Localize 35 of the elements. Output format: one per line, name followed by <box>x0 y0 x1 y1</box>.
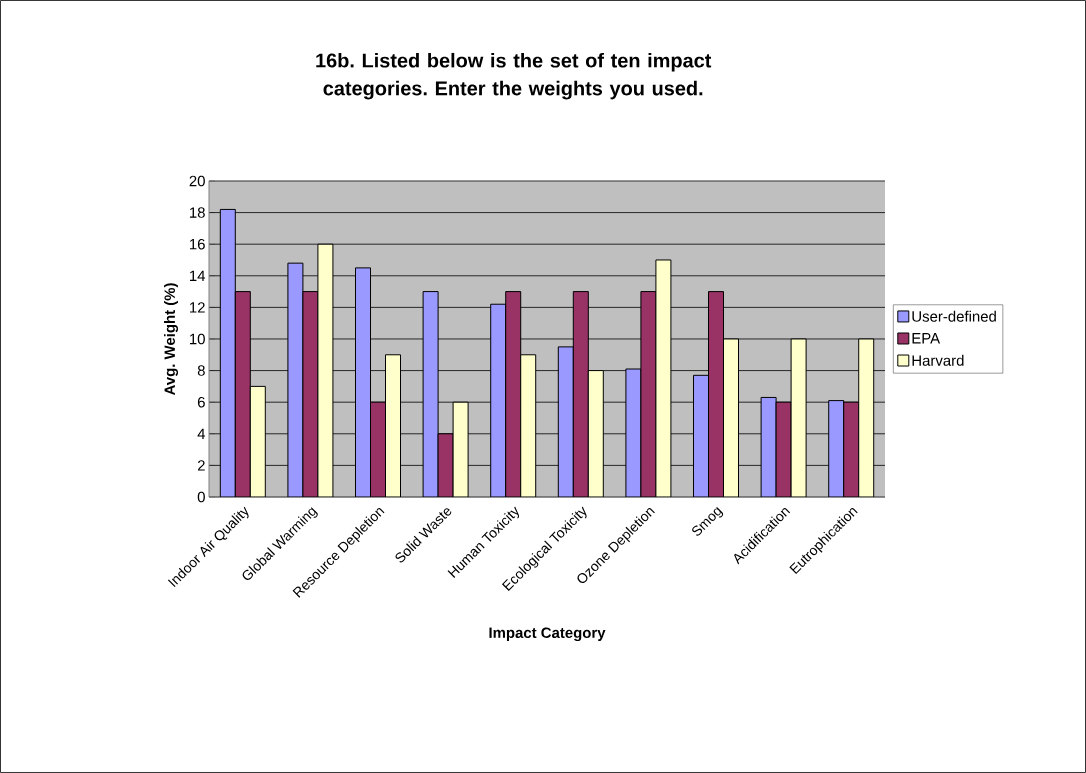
y-tick-label: 0 <box>197 491 205 503</box>
y-tick-label: 16 <box>190 238 205 250</box>
bar <box>219 208 236 497</box>
legend-label: EPA <box>912 333 941 344</box>
bar <box>828 400 845 497</box>
y-tick-label: 20 <box>189 175 205 187</box>
y-tick-label: 2 <box>197 460 205 471</box>
y-tick-label: 12 <box>190 302 205 313</box>
bar <box>693 374 710 497</box>
bar <box>385 354 402 497</box>
y-tick-label: 10 <box>190 333 205 345</box>
bar <box>858 338 875 497</box>
bar <box>249 385 266 497</box>
y-tick-label: 18 <box>190 207 205 218</box>
bar <box>355 267 372 497</box>
y-tick-label: 6 <box>197 396 205 408</box>
bar <box>234 291 251 497</box>
y-tick-label: 4 <box>197 428 206 439</box>
bar <box>520 354 537 497</box>
bar <box>370 401 387 497</box>
y-tick-label: 8 <box>197 365 205 376</box>
bar <box>708 291 725 497</box>
y-axis-title: Avg. Weight (%) <box>164 283 179 396</box>
y-tick-label: 14 <box>190 270 206 281</box>
x-axis-title: Impact Category <box>489 627 606 642</box>
legend-label: Harvard <box>912 354 964 366</box>
bar <box>572 291 589 497</box>
bar <box>557 346 574 497</box>
bar <box>843 401 860 497</box>
legend-label: User-defined <box>912 310 996 322</box>
bar <box>723 338 740 497</box>
bar <box>490 303 507 497</box>
chart-title: 16b. Listed below is the set of ten impact categories. Enter the weights you used. <box>316 52 712 100</box>
bar <box>505 291 522 497</box>
bar <box>587 370 604 497</box>
